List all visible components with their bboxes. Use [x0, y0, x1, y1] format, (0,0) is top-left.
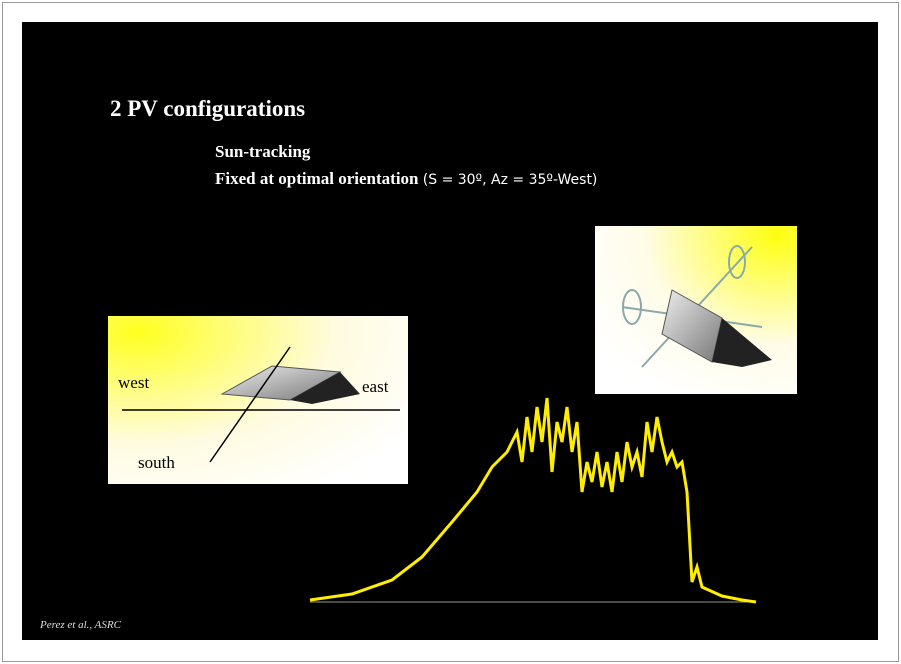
tracking-diagram — [595, 226, 797, 394]
page: 2 PV configurations Sun-tracking Fixed a… — [0, 0, 901, 664]
fixed-diagram: west east south — [108, 316, 408, 484]
citation: Perez et al., ASRC — [40, 619, 121, 631]
label-south: south — [138, 453, 175, 472]
label-west: west — [118, 373, 149, 392]
slide: 2 PV configurations Sun-tracking Fixed a… — [22, 22, 878, 640]
label-east: east — [362, 377, 389, 396]
illustrations: west east south — [22, 22, 878, 640]
